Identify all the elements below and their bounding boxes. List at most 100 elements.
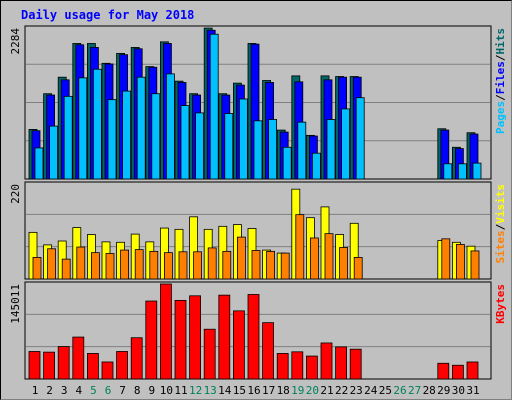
legend-separator: /	[494, 223, 507, 230]
bar-pages-day-3	[63, 95, 73, 180]
bar-kbytes-day-9	[145, 300, 158, 380]
legend-kbytes: KBytes	[494, 284, 507, 324]
bar-pages-day-7	[122, 90, 131, 180]
bar-sites-day-19	[295, 214, 305, 280]
legend-separator: /	[494, 94, 507, 101]
bar-pages-day-6	[107, 99, 117, 180]
day-label-21: 21	[320, 384, 333, 397]
bar-sites-day-11	[178, 251, 188, 280]
bar-sites-day-16	[251, 250, 261, 280]
series-pages	[34, 33, 482, 180]
day-label-15: 15	[233, 384, 246, 397]
bar-sites-day-5	[91, 252, 100, 280]
bar-sites-day-1	[32, 257, 42, 280]
day-label-29: 29	[437, 384, 450, 397]
chart-title: Daily usage for May 2018	[21, 8, 194, 22]
bar-pages-day-21	[326, 119, 336, 180]
legend-hits: Hits	[494, 28, 507, 55]
bar-sites-day-9	[149, 250, 159, 280]
day-label-25: 25	[379, 384, 392, 397]
bar-pages-day-11	[180, 105, 190, 180]
day-label-6: 6	[105, 384, 112, 397]
bar-pages-day-9	[151, 93, 161, 180]
day-label-24: 24	[364, 384, 378, 397]
panel-legend: Pages/Files/Hits	[494, 28, 507, 134]
day-label-17: 17	[262, 384, 275, 397]
day-label-16: 16	[247, 384, 260, 397]
bar-pages-day-22	[341, 108, 351, 180]
day-label-20: 20	[306, 384, 319, 397]
day-label-12: 12	[189, 384, 202, 397]
bar-kbytes-day-12	[189, 295, 202, 380]
bar-sites-day-8	[134, 249, 144, 280]
day-label-4: 4	[75, 384, 82, 397]
day-label-14: 14	[218, 384, 232, 397]
bar-kbytes-day-29	[437, 362, 450, 380]
bar-pages-day-4	[78, 77, 88, 180]
bar-sites-day-23	[353, 257, 363, 280]
bar-sites-day-13	[207, 247, 217, 280]
day-label-10: 10	[160, 384, 173, 397]
bar-kbytes-day-11	[174, 299, 187, 380]
bar-kbytes-day-8	[130, 337, 143, 380]
day-label-9: 9	[148, 384, 155, 397]
bar-pages-day-18	[282, 146, 292, 180]
bar-pages-day-13	[209, 33, 219, 180]
bar-kbytes-day-7	[116, 351, 128, 380]
bar-kbytes-day-13	[203, 328, 216, 380]
bar-kbytes-day-1	[28, 351, 41, 380]
bar-kbytes-day-14	[218, 294, 231, 380]
bar-pages-day-23	[355, 97, 365, 180]
day-label-22: 22	[335, 384, 348, 397]
panel-legend: Sites/Visits	[494, 184, 507, 264]
bar-pages-day-2	[49, 125, 58, 180]
day-label-23: 23	[350, 384, 363, 397]
bar-pages-day-30	[457, 163, 467, 180]
bar-kbytes-day-3	[57, 346, 70, 380]
bar-pages-day-17	[268, 119, 278, 180]
series-sites	[32, 214, 480, 280]
bar-pages-day-1	[34, 147, 44, 180]
bar-pages-day-8	[136, 76, 146, 180]
day-label-13: 13	[204, 384, 217, 397]
day-label-5: 5	[90, 384, 97, 397]
bar-sites-day-17	[266, 250, 276, 280]
panel-legend: KBytes	[494, 284, 507, 324]
day-label-8: 8	[134, 384, 141, 397]
bar-kbytes-day-21	[320, 342, 333, 380]
bar-kbytes-day-19	[291, 351, 304, 380]
bar-sites-day-2	[47, 248, 56, 280]
bar-pages-day-12	[195, 112, 205, 180]
bar-sites-day-20	[309, 237, 319, 280]
bar-kbytes-day-4	[72, 336, 85, 380]
day-label-27: 27	[408, 384, 421, 397]
day-label-7: 7	[119, 384, 126, 397]
bar-kbytes-day-15	[232, 310, 245, 380]
day-labels: 1 2 3 4 5 6 7 8 9 10 11 12 13 14 15 16 17 18 19 20 21 22 23 24 2…	[32, 384, 480, 397]
bar-sites-day-30	[455, 244, 465, 280]
bar-kbytes-day-30	[451, 364, 464, 380]
bar-kbytes-day-2	[43, 351, 55, 380]
panel-max-label: 145011	[9, 284, 22, 324]
bar-kbytes-day-5	[87, 353, 99, 380]
day-label-2: 2	[46, 384, 53, 397]
legend-visits: Visits	[494, 184, 507, 224]
bar-sites-day-10	[163, 252, 173, 280]
bar-pages-day-29	[443, 163, 453, 180]
bar-kbytes-day-6	[101, 361, 114, 380]
bar-kbytes-day-16	[247, 294, 260, 380]
panel-max-label: 220	[9, 184, 22, 204]
day-label-1: 1	[32, 384, 39, 397]
bar-kbytes-day-22	[335, 346, 348, 380]
bar-pages-day-10	[165, 73, 175, 180]
bar-pages-day-5	[93, 68, 102, 180]
legend-pages: Pages	[494, 101, 507, 134]
bar-pages-day-14	[224, 113, 234, 180]
bar-sites-day-7	[120, 249, 129, 280]
day-label-3: 3	[61, 384, 68, 397]
bar-pages-day-20	[311, 152, 321, 180]
legend-sites: Sites	[494, 230, 507, 263]
day-label-28: 28	[423, 384, 436, 397]
